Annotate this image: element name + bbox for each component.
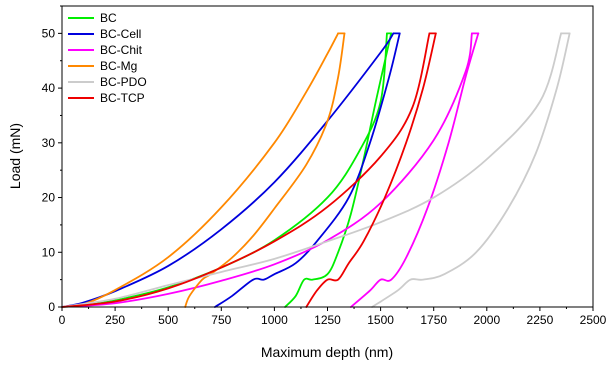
x-tick-label: 1750: [420, 313, 447, 327]
series-line-unloading: [214, 32, 401, 308]
legend-label-bc-chit: BC-Chit: [100, 43, 143, 57]
x-tick-label: 2000: [473, 313, 500, 327]
y-tick-label: 0: [48, 300, 55, 314]
x-tick-label: 2250: [527, 313, 554, 327]
x-tick-label: 0: [59, 313, 66, 327]
legend-label-bc-tcp: BC-TCP: [100, 91, 145, 105]
x-tick-label: 1000: [261, 313, 288, 327]
legend: BC BC-Cell BC-Chit BC-Mg BC-PDO BC-TCP: [68, 11, 147, 105]
y-axis: 0 10 20 30 40 50: [42, 5, 62, 314]
series-line-loading: [61, 32, 395, 308]
legend-label-bc-mg: BC-Mg: [100, 59, 137, 73]
series-line-loading: [61, 32, 563, 308]
y-tick-label: 20: [42, 191, 56, 205]
y-tick-label: 10: [42, 245, 56, 259]
legend-label-bc-pdo: BC-PDO: [100, 75, 147, 89]
x-tick-label: 1250: [314, 313, 341, 327]
series-bc-cell: [61, 32, 401, 308]
series-line-loading: [61, 32, 473, 308]
series-line-unloading: [284, 32, 393, 308]
y-tick-label: 40: [42, 81, 56, 95]
series-bc-mg: [61, 32, 346, 308]
series-bc-chit: [61, 32, 480, 308]
series-line-loading: [61, 32, 340, 308]
series-line-unloading: [305, 32, 437, 308]
x-tick-label: 1500: [367, 313, 394, 327]
series-line-unloading: [371, 32, 571, 308]
x-tick-label: 500: [158, 313, 178, 327]
x-axis: 0 250 500 750 1000 1250 1500 1750 2000 2250 2500: [59, 307, 607, 327]
series-line-unloading: [184, 32, 346, 308]
y-tick-label: 50: [42, 26, 56, 40]
series-bc-tcp: [61, 32, 437, 308]
y-tick-label: 30: [42, 136, 56, 150]
legend-label-bc-cell: BC-Cell: [100, 27, 141, 41]
legend-label-bc: BC: [100, 11, 117, 25]
plot-series: [61, 32, 571, 308]
x-tick-label: 2500: [580, 313, 607, 327]
x-axis-title: Maximum depth (nm): [261, 344, 393, 360]
x-tick-label: 750: [211, 313, 231, 327]
series-line-unloading: [349, 32, 480, 308]
series-bc-pdo: [61, 32, 571, 308]
series-line-loading: [61, 32, 431, 308]
x-tick-label: 250: [105, 313, 125, 327]
y-axis-title: Load (mN): [7, 123, 23, 189]
